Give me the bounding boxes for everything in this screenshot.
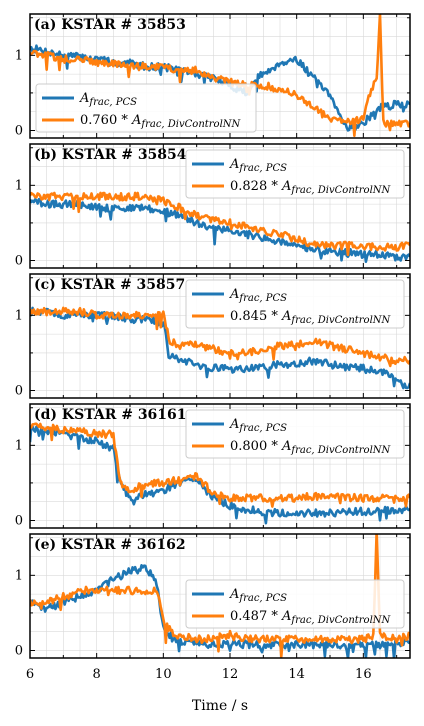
y-tick-label: 0 bbox=[15, 253, 23, 268]
legend-label: 0.760 * Afrac, DivControlNN bbox=[80, 113, 242, 130]
panel-0: 0 1 (a) KSTAR # 35853 Afrac, PCS 0.760 * Afr… bbox=[15, 13, 411, 139]
y-tick-label: 1 bbox=[15, 308, 23, 323]
legend-label: Afrac, PCS bbox=[229, 157, 287, 174]
plot-frame bbox=[29, 13, 411, 139]
y-tick-label: 0 bbox=[15, 383, 23, 398]
legend-label: 0.828 * Afrac, DivControlNN bbox=[230, 179, 392, 196]
panel-title: (c) KSTAR # 35857 bbox=[34, 277, 185, 293]
panel-title: (d) KSTAR # 36161 bbox=[34, 407, 187, 423]
plot-frame bbox=[29, 273, 411, 399]
series-group bbox=[30, 191, 410, 264]
legend: Afrac, PCS 0.760 * Afrac, DivControlNN bbox=[35, 83, 257, 133]
y-tick-label: 1 bbox=[15, 178, 23, 193]
panel-2: 0 1 (c) KSTAR # 35857 Afrac, PCS 0.845 * Afr… bbox=[15, 273, 411, 399]
x-tick-label: 8 bbox=[93, 667, 101, 682]
legend: Afrac, PCS 0.800 * Afrac, DivControlNN bbox=[185, 409, 405, 459]
y-tick-label: 0 bbox=[15, 513, 23, 528]
legend-box bbox=[185, 279, 405, 329]
y-tick-label: 0 bbox=[15, 643, 23, 658]
series-group bbox=[30, 306, 410, 390]
series-group bbox=[30, 534, 410, 658]
series-line-2 bbox=[30, 534, 410, 658]
legend: Afrac, PCS 0.845 * Afrac, DivControlNN bbox=[185, 279, 405, 329]
x-tick-label: 14 bbox=[288, 667, 305, 682]
legend-label: Afrac, PCS bbox=[79, 91, 137, 108]
legend-label: 0.487 * Afrac, DivControlNN bbox=[230, 609, 392, 626]
legend: Afrac, PCS 0.487 * Afrac, DivControlNN bbox=[185, 579, 405, 629]
x-axis-labels: 6 8 10 12 14 16 bbox=[26, 667, 372, 682]
panel-1: 0 1 (b) KSTAR # 35854 Afrac, PCS 0.828 * Afr… bbox=[15, 143, 411, 269]
legend-label: Afrac, PCS bbox=[229, 587, 287, 604]
panel-title: (a) KSTAR # 35853 bbox=[34, 17, 186, 33]
series-line-2 bbox=[30, 306, 410, 368]
panel-3: 0 1 (d) KSTAR # 36161 Afrac, PCS 0.800 * Afr… bbox=[15, 403, 411, 529]
legend-box bbox=[185, 579, 405, 629]
legend: Afrac, PCS 0.828 * Afrac, DivControlNN bbox=[185, 149, 405, 199]
y-tick-label: 1 bbox=[15, 438, 23, 453]
panel-title: (b) KSTAR # 35854 bbox=[34, 147, 187, 163]
plot-frame bbox=[29, 403, 411, 529]
legend-box bbox=[185, 409, 405, 459]
x-tick-label: 10 bbox=[155, 667, 172, 682]
legend-label: Afrac, PCS bbox=[229, 287, 287, 304]
legend-label: 0.845 * Afrac, DivControlNN bbox=[230, 309, 392, 326]
legend-label: Afrac, PCS bbox=[229, 417, 287, 434]
x-tick-label: 12 bbox=[222, 667, 239, 682]
x-tick-label: 16 bbox=[355, 667, 372, 682]
series-group bbox=[30, 422, 410, 525]
y-tick-label: 1 bbox=[15, 568, 23, 583]
plot-frame bbox=[29, 533, 411, 659]
y-tick-label: 0 bbox=[15, 123, 23, 138]
legend-label: 0.800 * Afrac, DivControlNN bbox=[230, 439, 392, 456]
x-tick-label: 6 bbox=[26, 667, 34, 682]
panels-group: 0 1 (a) KSTAR # 35853 Afrac, PCS 0.760 * Afr… bbox=[15, 13, 411, 659]
plot-frame bbox=[29, 143, 411, 269]
series-line-2 bbox=[30, 191, 410, 257]
y-tick-label: 1 bbox=[15, 48, 23, 63]
series-line-2 bbox=[30, 14, 410, 138]
legend-box bbox=[35, 83, 257, 133]
grid bbox=[29, 274, 410, 398]
series-group bbox=[30, 14, 410, 138]
panel-4: 0 1 (e) KSTAR # 36162 Afrac, PCS 0.487 * Afr… bbox=[15, 533, 411, 659]
series-line-1 bbox=[30, 306, 410, 390]
x-axis-label: Time / s bbox=[192, 698, 248, 714]
series-line-1 bbox=[30, 564, 410, 658]
series-line-1 bbox=[30, 197, 410, 264]
legend-box bbox=[185, 149, 405, 199]
series-line-2 bbox=[30, 422, 410, 508]
panel-title: (e) KSTAR # 36162 bbox=[34, 537, 186, 553]
